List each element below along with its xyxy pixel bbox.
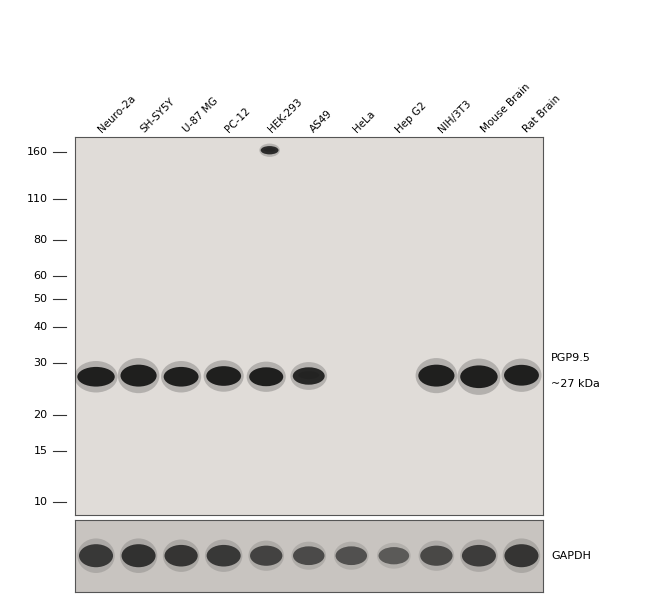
Ellipse shape — [377, 543, 411, 569]
Ellipse shape — [261, 146, 279, 154]
Ellipse shape — [77, 539, 115, 573]
Text: 160: 160 — [27, 147, 47, 157]
Text: SH-SY5Y: SH-SY5Y — [138, 96, 177, 135]
Text: Neuro-2a: Neuro-2a — [96, 93, 137, 135]
Text: U-87 MG: U-87 MG — [181, 96, 220, 135]
Text: AS49: AS49 — [309, 109, 335, 135]
Ellipse shape — [501, 359, 541, 392]
Ellipse shape — [248, 540, 284, 571]
Text: HeLa: HeLa — [351, 109, 377, 135]
Ellipse shape — [420, 545, 452, 566]
Ellipse shape — [419, 365, 454, 387]
Ellipse shape — [502, 539, 540, 573]
Ellipse shape — [207, 545, 240, 567]
Ellipse shape — [249, 367, 283, 386]
Ellipse shape — [75, 361, 118, 392]
Ellipse shape — [460, 539, 498, 572]
Ellipse shape — [334, 542, 369, 570]
Ellipse shape — [213, 371, 235, 379]
Ellipse shape — [462, 545, 496, 567]
Text: 20: 20 — [33, 410, 47, 420]
Ellipse shape — [259, 143, 280, 157]
Ellipse shape — [120, 365, 157, 387]
Text: 30: 30 — [34, 359, 47, 368]
Ellipse shape — [170, 371, 192, 380]
Ellipse shape — [205, 539, 242, 572]
Ellipse shape — [335, 547, 367, 565]
Ellipse shape — [378, 547, 409, 564]
Text: Hep G2: Hep G2 — [394, 100, 428, 135]
Ellipse shape — [163, 539, 200, 572]
Ellipse shape — [264, 148, 276, 152]
Text: 10: 10 — [34, 497, 47, 507]
Ellipse shape — [291, 362, 327, 390]
Ellipse shape — [504, 365, 539, 386]
Ellipse shape — [424, 370, 448, 379]
Ellipse shape — [415, 358, 457, 393]
Ellipse shape — [161, 361, 201, 392]
Text: 15: 15 — [34, 446, 47, 456]
Text: GAPDH: GAPDH — [551, 551, 591, 561]
Text: 60: 60 — [34, 271, 47, 281]
Ellipse shape — [122, 544, 155, 567]
Ellipse shape — [127, 370, 150, 379]
Ellipse shape — [79, 544, 113, 567]
Ellipse shape — [293, 547, 324, 565]
Ellipse shape — [118, 358, 159, 393]
Ellipse shape — [206, 366, 241, 386]
Text: ~27 kDa: ~27 kDa — [551, 379, 600, 389]
Ellipse shape — [203, 361, 244, 392]
Ellipse shape — [77, 367, 115, 387]
Ellipse shape — [460, 365, 498, 388]
Ellipse shape — [292, 367, 325, 385]
Ellipse shape — [255, 371, 278, 380]
Ellipse shape — [164, 367, 198, 387]
Ellipse shape — [458, 359, 500, 395]
Text: 80: 80 — [33, 235, 47, 245]
Ellipse shape — [246, 362, 286, 392]
Ellipse shape — [164, 545, 198, 567]
Ellipse shape — [291, 542, 326, 570]
Ellipse shape — [510, 370, 533, 379]
Text: PC-12: PC-12 — [224, 106, 252, 135]
Text: PGP9.5: PGP9.5 — [551, 353, 591, 363]
Ellipse shape — [504, 544, 538, 567]
Text: Mouse Brain: Mouse Brain — [479, 82, 532, 135]
Ellipse shape — [419, 540, 454, 571]
Ellipse shape — [250, 545, 282, 566]
Ellipse shape — [467, 370, 491, 381]
Ellipse shape — [298, 371, 319, 379]
Text: 40: 40 — [33, 322, 47, 332]
Ellipse shape — [120, 539, 157, 573]
Text: 110: 110 — [27, 195, 47, 204]
Text: 50: 50 — [34, 294, 47, 304]
Text: Rat Brain: Rat Brain — [521, 93, 563, 135]
Text: NIH/3T3: NIH/3T3 — [436, 98, 473, 135]
Text: HEK-293: HEK-293 — [266, 97, 304, 135]
Ellipse shape — [84, 371, 108, 380]
